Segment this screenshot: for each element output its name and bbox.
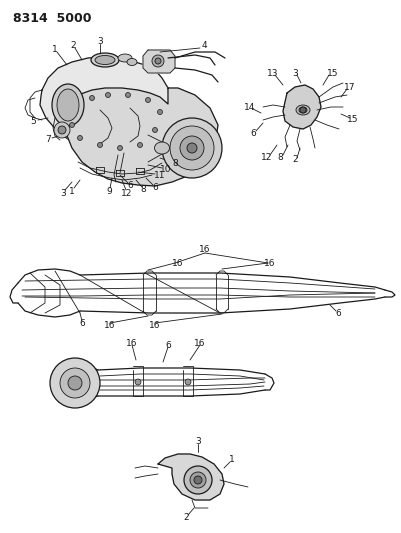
Text: 11: 11 bbox=[154, 171, 166, 180]
Circle shape bbox=[68, 376, 82, 390]
Text: 2: 2 bbox=[292, 156, 298, 165]
Circle shape bbox=[146, 98, 150, 102]
Text: 12: 12 bbox=[261, 152, 273, 161]
Circle shape bbox=[89, 95, 95, 101]
Text: 6: 6 bbox=[250, 128, 256, 138]
Ellipse shape bbox=[299, 107, 307, 113]
Circle shape bbox=[300, 107, 306, 113]
Ellipse shape bbox=[91, 53, 119, 67]
Circle shape bbox=[97, 142, 103, 148]
Text: 3: 3 bbox=[97, 36, 103, 45]
Circle shape bbox=[170, 126, 214, 170]
Circle shape bbox=[58, 126, 66, 134]
Text: 16: 16 bbox=[194, 338, 206, 348]
Text: 8: 8 bbox=[277, 152, 283, 161]
Polygon shape bbox=[143, 50, 175, 73]
Text: 7: 7 bbox=[45, 135, 51, 144]
Text: 8: 8 bbox=[140, 185, 146, 195]
Text: 15: 15 bbox=[327, 69, 339, 77]
Ellipse shape bbox=[52, 84, 84, 126]
Ellipse shape bbox=[95, 55, 115, 64]
Circle shape bbox=[77, 135, 83, 141]
Text: 6: 6 bbox=[165, 341, 171, 350]
Text: 3: 3 bbox=[195, 438, 201, 447]
Text: 13: 13 bbox=[267, 69, 279, 77]
Text: 16: 16 bbox=[149, 320, 161, 329]
Ellipse shape bbox=[118, 54, 132, 62]
Circle shape bbox=[162, 118, 222, 178]
Circle shape bbox=[54, 122, 70, 138]
Circle shape bbox=[126, 93, 130, 98]
Ellipse shape bbox=[154, 142, 170, 154]
Circle shape bbox=[60, 368, 90, 398]
Circle shape bbox=[184, 466, 212, 494]
Text: 16: 16 bbox=[126, 338, 138, 348]
Text: 6: 6 bbox=[152, 182, 158, 191]
Circle shape bbox=[117, 146, 122, 150]
Text: 6: 6 bbox=[127, 182, 133, 190]
Text: 16: 16 bbox=[264, 259, 276, 268]
Circle shape bbox=[180, 136, 204, 160]
Text: 3: 3 bbox=[60, 189, 66, 198]
Circle shape bbox=[185, 379, 191, 385]
Text: 16: 16 bbox=[199, 246, 211, 254]
Polygon shape bbox=[283, 85, 321, 129]
Text: 17: 17 bbox=[344, 83, 356, 92]
Text: 5: 5 bbox=[30, 117, 36, 125]
Circle shape bbox=[138, 142, 142, 148]
Circle shape bbox=[194, 476, 202, 484]
Text: 14: 14 bbox=[244, 102, 256, 111]
Circle shape bbox=[190, 472, 206, 488]
Text: 2: 2 bbox=[70, 41, 76, 50]
Ellipse shape bbox=[296, 105, 310, 115]
Text: 6: 6 bbox=[79, 319, 85, 327]
Text: 16: 16 bbox=[104, 320, 116, 329]
Ellipse shape bbox=[57, 89, 79, 121]
Circle shape bbox=[158, 109, 162, 115]
Text: 1: 1 bbox=[69, 187, 75, 196]
Text: 4: 4 bbox=[201, 42, 207, 51]
Text: 16: 16 bbox=[172, 259, 184, 268]
Circle shape bbox=[69, 123, 75, 127]
Ellipse shape bbox=[127, 59, 137, 66]
Circle shape bbox=[50, 358, 100, 408]
Text: 2: 2 bbox=[183, 513, 189, 521]
Text: 15: 15 bbox=[347, 116, 359, 125]
Text: 9: 9 bbox=[106, 187, 112, 196]
Circle shape bbox=[155, 58, 161, 64]
Text: 1: 1 bbox=[52, 44, 58, 53]
Text: 8: 8 bbox=[172, 158, 178, 167]
Text: 1: 1 bbox=[229, 456, 235, 464]
Text: 12: 12 bbox=[122, 189, 133, 198]
Text: 10: 10 bbox=[160, 165, 172, 174]
Circle shape bbox=[152, 55, 164, 67]
Polygon shape bbox=[158, 454, 224, 500]
Text: 6: 6 bbox=[335, 309, 341, 318]
Circle shape bbox=[152, 127, 158, 133]
Polygon shape bbox=[40, 57, 170, 150]
Circle shape bbox=[105, 93, 111, 98]
Text: 3: 3 bbox=[292, 69, 298, 77]
Circle shape bbox=[135, 379, 141, 385]
Text: 8314  5000: 8314 5000 bbox=[13, 12, 91, 25]
Circle shape bbox=[187, 143, 197, 153]
Polygon shape bbox=[64, 88, 218, 186]
